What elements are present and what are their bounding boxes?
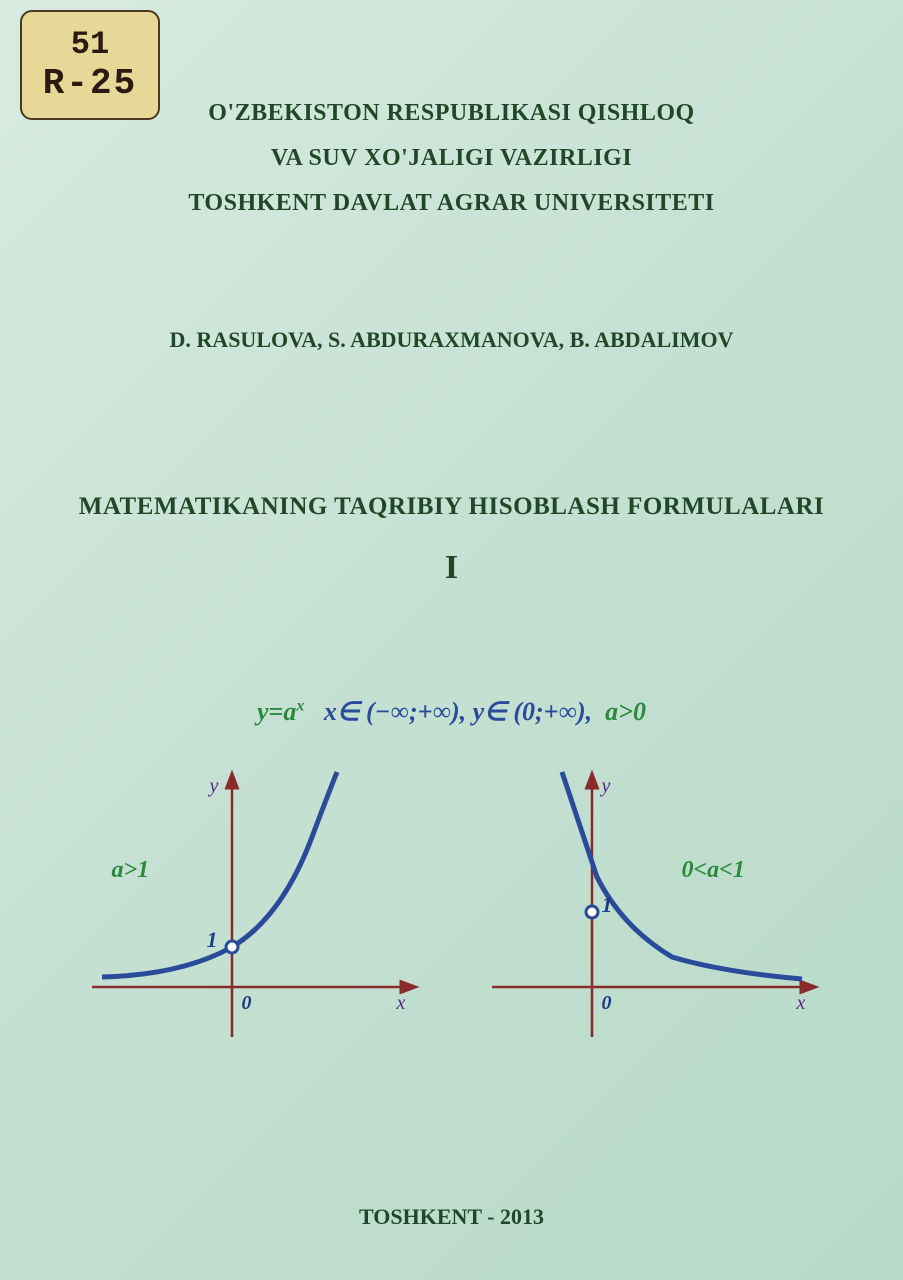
chart2-y-label: y <box>602 775 611 798</box>
label-code: R-25 <box>43 63 137 104</box>
formula-function: y=ax <box>257 697 304 726</box>
chart1-y-label: y <box>210 775 219 798</box>
chart1-condition: a>1 <box>112 857 150 884</box>
formula-constraint: a>0 <box>599 697 646 726</box>
university-line: TOSHKENT DAVLAT AGRAR UNIVERSITETI <box>0 190 903 217</box>
chart2-condition: 0<a<1 <box>682 857 745 884</box>
y-intercept-marker <box>586 906 598 918</box>
chart1-x-label: x <box>397 992 406 1015</box>
chart2-x-label: x <box>797 992 806 1015</box>
authors-list: D. RASULOVA, S. ABDURAXMANOVA, B. ABDALI… <box>0 327 903 353</box>
chart1-svg <box>82 767 422 1047</box>
chart1-origin: 0 <box>242 992 252 1015</box>
title-block: MATEMATIKANING TAQRIBIY HISOBLASH FORMUL… <box>0 493 903 587</box>
chart2-svg <box>482 767 822 1047</box>
chart1-intercept-label: 1 <box>207 927 218 953</box>
charts-row: a>1 y x 0 1 0<a<1 y x 0 1 <box>0 767 903 1047</box>
y-intercept-marker <box>226 941 238 953</box>
function-formula: y=ax x∈ (−∞;+∞), y∈ (0;+∞), a>0 <box>0 697 903 727</box>
library-label-tag: 51 R-25 <box>20 10 160 120</box>
chart-exponential-growth: a>1 y x 0 1 <box>82 767 422 1047</box>
ministry-line2: VA SUV XO'JALIGI VAZIRLIGI <box>0 145 903 172</box>
chart2-origin: 0 <box>602 992 612 1015</box>
book-title: MATEMATIKANING TAQRIBIY HISOBLASH FORMUL… <box>0 493 903 521</box>
chart2-intercept-label: 1 <box>602 892 613 918</box>
publication-info: TOSHKENT - 2013 <box>0 1204 903 1230</box>
label-top-number: 51 <box>71 26 109 63</box>
formula-domain: x∈ (−∞;+∞), y∈ (0;+∞), <box>324 697 592 726</box>
volume-number: I <box>0 549 903 587</box>
chart-exponential-decay: 0<a<1 y x 0 1 <box>482 767 822 1047</box>
